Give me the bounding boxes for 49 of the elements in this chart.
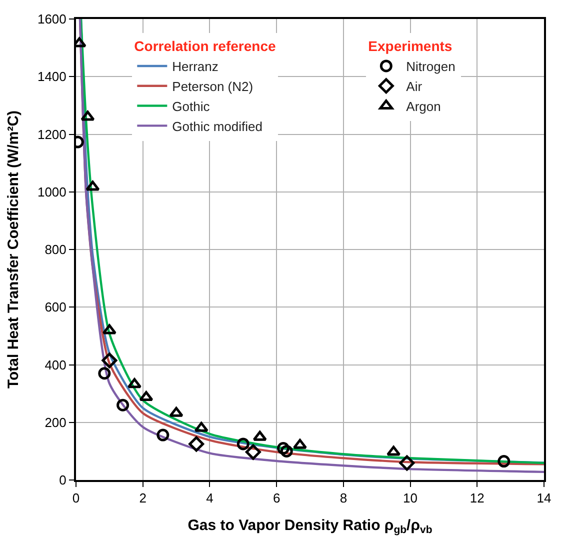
legend-label: Peterson (N2) bbox=[172, 78, 254, 94]
y-tick-label: 800 bbox=[44, 242, 66, 258]
point bbox=[139, 391, 154, 402]
y-axis-title: Total Heat Transfer Coefficient (W/m²C) bbox=[5, 110, 22, 389]
text: Correlation reference bbox=[134, 38, 276, 54]
legend-label: Air bbox=[406, 78, 423, 94]
legend-label: Argon bbox=[406, 98, 441, 114]
x-tick-label: 0 bbox=[72, 490, 80, 506]
x-tick-label: 14 bbox=[536, 490, 552, 506]
y-tick-label: 400 bbox=[44, 357, 66, 372]
point bbox=[280, 444, 293, 458]
point bbox=[156, 428, 170, 442]
point bbox=[80, 110, 95, 121]
y-tick-label: 600 bbox=[44, 300, 66, 315]
legend-label: Gothic bbox=[172, 98, 210, 114]
x-tick-label: 4 bbox=[206, 490, 214, 506]
x-tick-label: 8 bbox=[340, 490, 348, 506]
point bbox=[86, 180, 100, 191]
text: Experiments bbox=[368, 38, 452, 54]
y-tick-label: 1200 bbox=[37, 126, 66, 142]
point bbox=[127, 378, 142, 388]
point bbox=[399, 455, 415, 471]
point bbox=[102, 324, 116, 334]
y-tick-label: 1000 bbox=[37, 184, 66, 200]
point bbox=[169, 406, 184, 417]
y-tick-label: 200 bbox=[44, 414, 66, 430]
legend-label: Herranz bbox=[172, 59, 218, 74]
x-tick-label: 2 bbox=[139, 490, 146, 506]
legend-label: Gothic modified bbox=[172, 118, 262, 134]
point bbox=[236, 438, 250, 450]
x-axis-title: Gas to Vapor Density Ratio ρ$_{gb}$/ρ$_{vb}$ bbox=[188, 517, 432, 536]
point bbox=[498, 455, 510, 468]
point bbox=[292, 438, 307, 449]
y-tick-label: 1400 bbox=[37, 69, 66, 84]
point bbox=[252, 430, 267, 441]
point bbox=[188, 436, 204, 452]
point bbox=[386, 446, 401, 456]
point bbox=[245, 444, 261, 460]
y-tick-label: 1600 bbox=[37, 12, 66, 27]
point bbox=[102, 352, 118, 368]
point bbox=[194, 422, 208, 432]
legend-label: Nitrogen bbox=[406, 59, 456, 74]
x-tick-label: 6 bbox=[272, 490, 280, 506]
point bbox=[116, 398, 130, 412]
y-tick-label: 0 bbox=[59, 472, 66, 488]
point bbox=[277, 442, 290, 455]
x-tick-label: 10 bbox=[403, 490, 418, 506]
point bbox=[98, 367, 111, 380]
x-tick-label: 12 bbox=[470, 490, 484, 506]
